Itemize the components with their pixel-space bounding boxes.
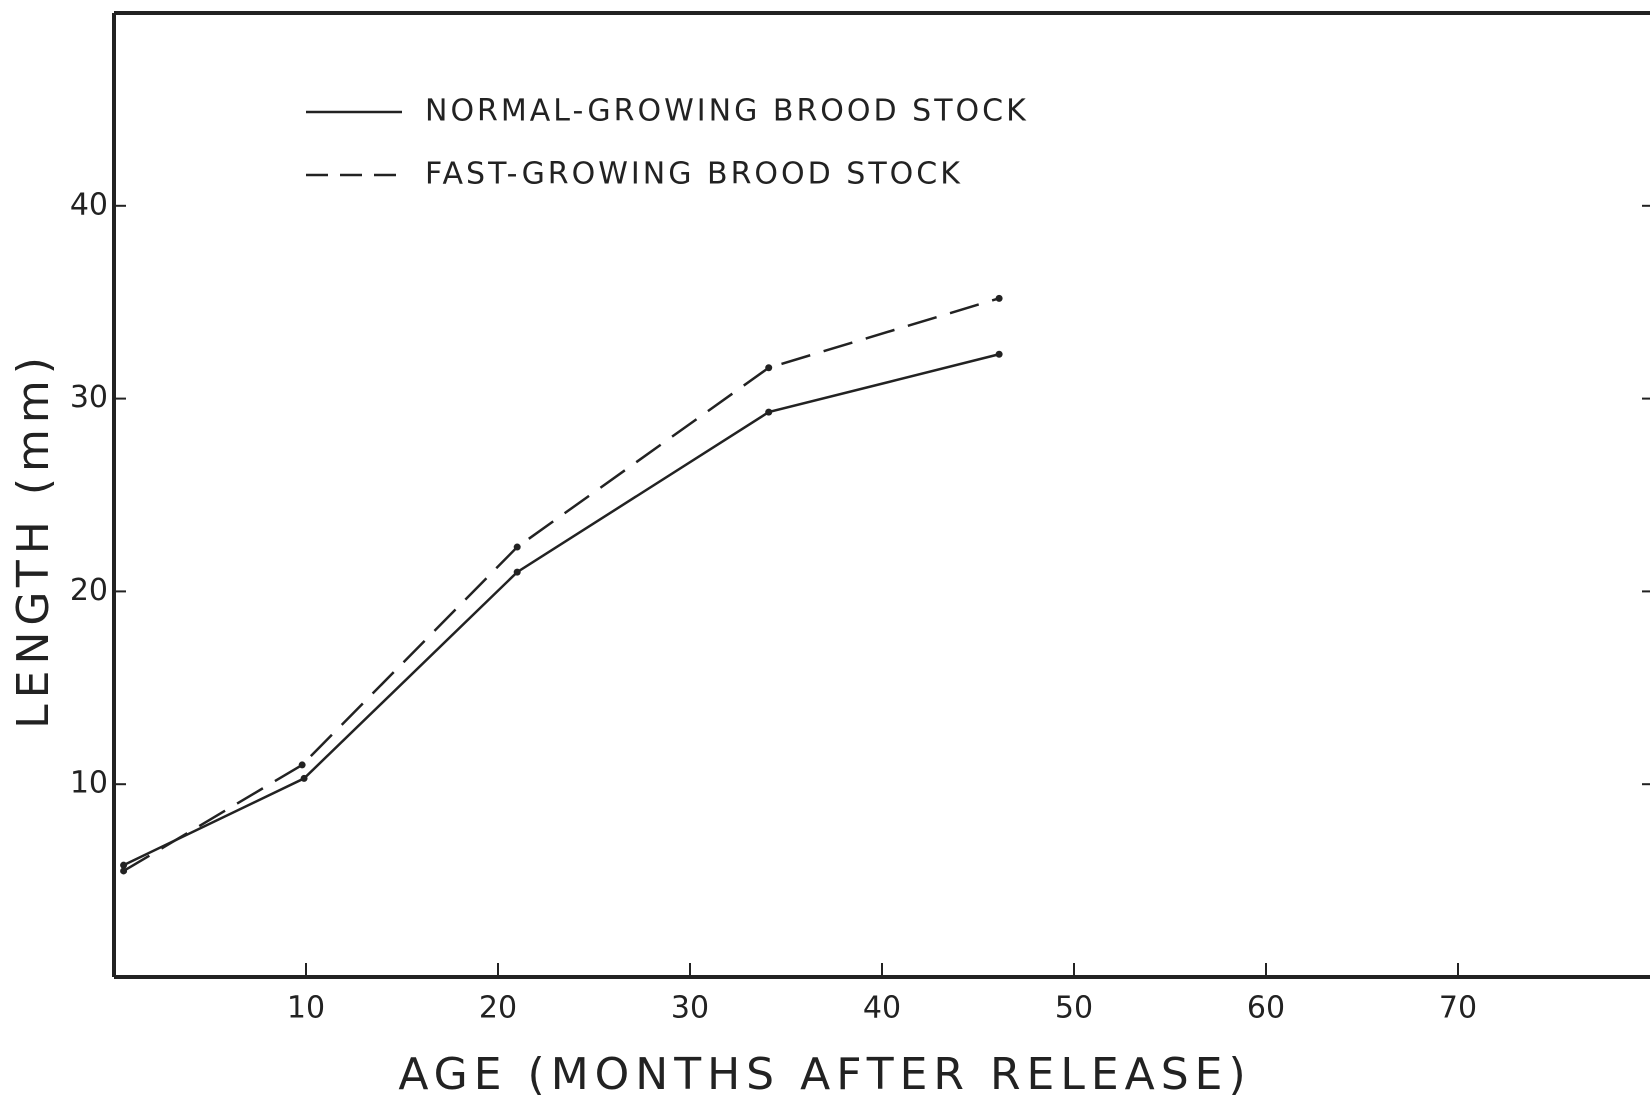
y-tick-label: 20 xyxy=(70,573,108,608)
x-tick-label: 50 xyxy=(1055,991,1093,1026)
point xyxy=(513,568,521,576)
point xyxy=(765,408,773,416)
legend-label: NORMAL-GROWING BROOD STOCK xyxy=(425,94,1029,129)
point xyxy=(120,861,128,869)
x-tick-label: 10 xyxy=(287,991,325,1026)
y-tick-label: 10 xyxy=(70,766,108,801)
series-line xyxy=(122,297,1000,873)
legend-label: FAST-GROWING BROOD STOCK xyxy=(425,157,963,192)
point xyxy=(298,761,306,769)
x-tick-label: 70 xyxy=(1439,991,1477,1026)
y-tick-label: 40 xyxy=(70,187,108,222)
point xyxy=(995,350,1003,358)
series-line xyxy=(123,353,1000,867)
x-tick-label: 60 xyxy=(1247,991,1285,1026)
y-tick-label: 30 xyxy=(70,380,108,415)
x-tick-label: 20 xyxy=(479,991,517,1026)
point xyxy=(995,294,1003,302)
point xyxy=(120,867,128,875)
x-axis-title: AGE (MONTHS AFTER RELEASE) xyxy=(398,1049,1251,1100)
point xyxy=(300,774,308,782)
point xyxy=(765,364,773,372)
point xyxy=(513,543,521,551)
x-tick-label: 30 xyxy=(671,991,709,1026)
y-axis-title: LENGTH (mm) xyxy=(8,351,59,729)
x-tick-label: 40 xyxy=(863,991,901,1026)
